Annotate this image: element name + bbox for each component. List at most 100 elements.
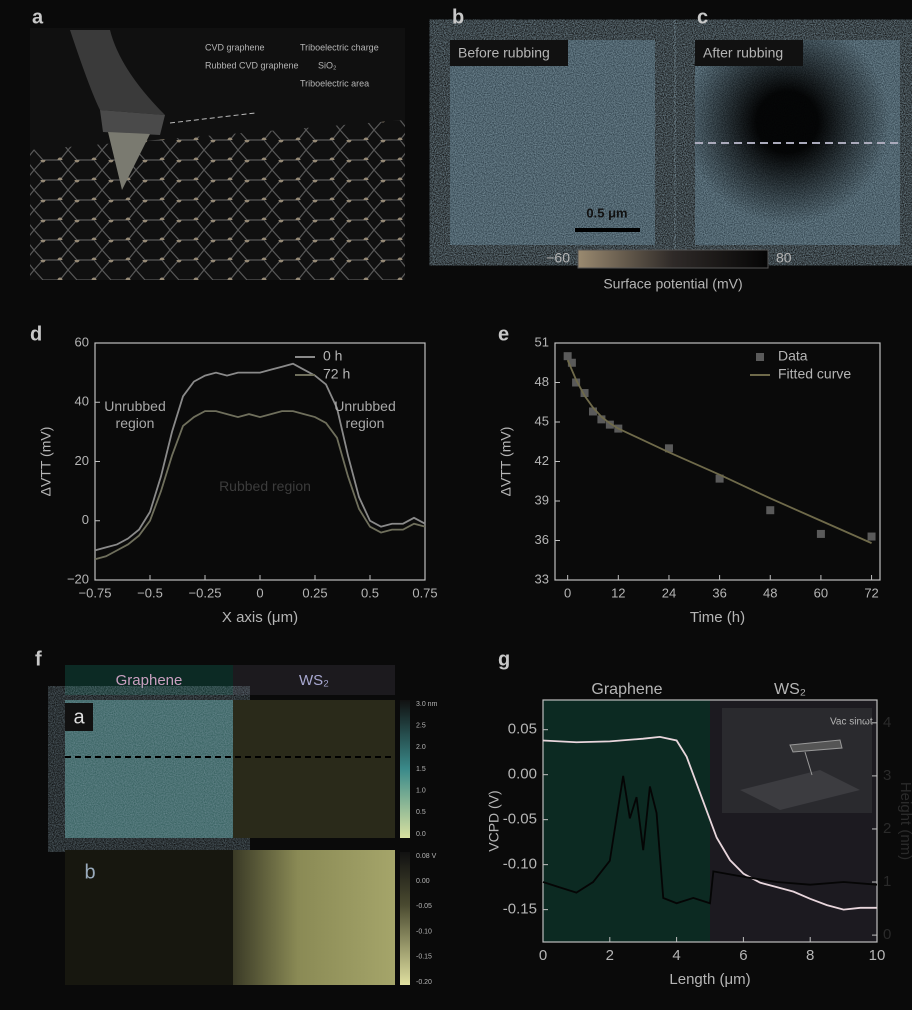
y2-tick-label: 3 [883,767,891,784]
x-tick-label: 12 [611,585,625,600]
y-tick-label: -0.15 [503,901,537,918]
panel-f: f Graphene WS₂ a b 3.0 nm2.52.01.51.00.5… [35,648,438,986]
y2-axis-label: Height (nm) [897,782,912,860]
panel-a: a CVD graphene Triboelectric charge Rubb… [30,6,405,280]
legend-text: Rubbed CVD graphene [205,60,299,70]
x-tick-label: 48 [763,585,777,600]
panel-label: a [32,6,44,28]
annotation: Rubbed region [205,478,325,495]
region-header: WS₂ [774,681,806,698]
y-tick-label: 0.05 [508,721,537,738]
colorbar-gradient [400,700,410,838]
x-axis-label: X axis (μm) [222,609,298,626]
legend-text: CVD graphene [205,42,265,52]
panel-label: c [697,6,708,28]
y-axis-label: ΔVTT (mV) [38,427,54,497]
x-axis-label: Length (μm) [669,971,750,988]
y-tick-label: 36 [535,532,549,547]
colorbar-tick-label: -0.05 [416,903,432,910]
image-title: Before rubbing [458,45,550,61]
colorbar-label: Surface potential (mV) [603,276,742,292]
y-tick-label: 39 [535,492,549,507]
x-tick-label: −0.75 [79,585,112,600]
y2-tick-label: 1 [883,873,891,890]
inset-label: Vac sinωt [830,717,873,728]
series-line [95,364,425,551]
x-tick-label: 8 [806,947,814,964]
colorbar-tick-label: 3.0 nm [416,701,438,708]
x-tick-label: 0 [564,585,571,600]
kpfm-ws2 [233,850,395,985]
colorbar-tick-label: 0.08 V [416,853,437,860]
legend-label: Fitted curve [778,366,851,382]
legend-label: 0 h [323,348,342,364]
colorbar-gradient [400,852,410,985]
panel-label: d [30,323,42,345]
figure: a CVD graphene Triboelectric charge Rubb… [0,0,912,1010]
data-point [766,506,774,514]
y-tick-label: −20 [67,571,89,586]
x-tick-label: 60 [814,585,828,600]
legend-text: SiO₂ [318,60,337,70]
colorbar-tick-label: 2.5 [416,723,426,730]
colorbar-tick-label: -0.20 [416,979,432,986]
y-tick-label: 45 [535,413,549,428]
series-line [568,360,872,543]
data-point [868,533,876,541]
graphene-region [543,700,710,942]
y-tick-label: 42 [535,453,549,468]
x-axis-label: Time (h) [690,609,745,626]
image-label: b [84,861,95,883]
y-axis-label: VCPD (V) [486,790,502,851]
y-tick-label: -0.10 [503,856,537,873]
data-point [817,530,825,538]
x-tick-label: 0 [539,947,547,964]
image-label: a [73,706,85,728]
panel-b: Before rubbing 0.5 μm b [450,6,655,245]
y-tick-label: 40 [75,394,89,409]
panel-label: f [35,648,42,670]
y-axis-label: ΔVTT (mV) [498,427,514,497]
panel-c: After rubbing c [695,6,900,245]
legend-text: Triboelectric charge [300,42,379,52]
y-tick-label: 0 [82,512,89,527]
x-tick-label: 0.5 [361,585,379,600]
y-tick-label: 20 [75,453,89,468]
colorbar-tick-label: 0.0 [416,831,426,838]
image-title: After rubbing [703,45,783,61]
colorbar-min: −60 [546,250,570,266]
y2-tick-label: 2 [883,820,891,837]
annotation: Unrubbed region [330,398,400,432]
x-tick-label: −0.25 [189,585,222,600]
figure-canvas: a CVD graphene Triboelectric charge Rubb… [0,0,912,1010]
y-tick-label: 0.00 [508,766,537,783]
colorbar-max: 80 [776,250,792,266]
colorbar-tick-label: 0.00 [416,878,430,885]
x-tick-label: 0.75 [412,585,437,600]
x-tick-label: 6 [739,947,747,964]
panel-label: g [498,648,510,670]
colorbar-tick-label: -0.15 [416,954,432,961]
panel-label: e [498,323,509,345]
colorbar-tick-label: 0.5 [416,809,426,816]
x-tick-label: 36 [712,585,726,600]
y-tick-label: 60 [75,334,89,349]
colorbar-tick-label: 1.5 [416,766,426,773]
y-tick-label: 33 [535,571,549,586]
y2-tick-label: 4 [883,714,891,731]
colorbar-tick-label: 2.0 [416,744,426,751]
y-tick-label: 48 [535,374,549,389]
x-tick-label: −0.5 [137,585,163,600]
x-tick-label: 2 [606,947,614,964]
plot-frame [95,343,425,580]
y-tick-label: -0.05 [503,811,537,828]
legend-label: Data [778,348,808,364]
legend-label: 72 h [323,366,350,382]
x-tick-label: 24 [662,585,676,600]
afm-ws2 [233,700,395,838]
legend-text: Triboelectric area [300,78,369,88]
scale-bar-label: 0.5 μm [586,205,627,220]
x-tick-label: 0.25 [302,585,327,600]
x-tick-label: 10 [869,947,886,964]
x-tick-label: 72 [864,585,878,600]
